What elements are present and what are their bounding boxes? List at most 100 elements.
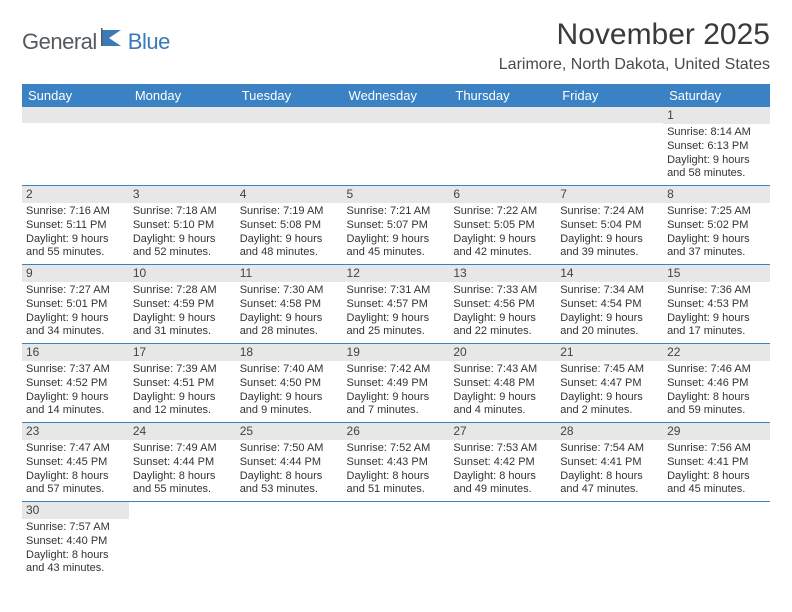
day-content: Sunrise: 7:16 AMSunset: 5:11 PMDaylight:… bbox=[26, 205, 125, 260]
day-number: 2 bbox=[22, 186, 129, 203]
day-line-sr: Sunrise: 7:36 AM bbox=[667, 284, 766, 298]
day-number: 4 bbox=[236, 186, 343, 203]
day-line-ss: Sunset: 4:48 PM bbox=[453, 377, 552, 391]
calendar-row: 2 Sunrise: 7:16 AMSunset: 5:11 PMDaylight… bbox=[22, 186, 770, 265]
day-line-d2: and 31 minutes. bbox=[133, 325, 232, 339]
empty-day-bar bbox=[449, 107, 556, 123]
day-line-ss: Sunset: 4:53 PM bbox=[667, 298, 766, 312]
day-line-sr: Sunrise: 7:53 AM bbox=[453, 442, 552, 456]
day-line-d1: Daylight: 9 hours bbox=[453, 391, 552, 405]
day-line-d2: and 55 minutes. bbox=[26, 246, 125, 260]
weekday-header: Tuesday bbox=[236, 84, 343, 107]
day-number: 11 bbox=[236, 265, 343, 282]
day-content: Sunrise: 7:54 AMSunset: 4:41 PMDaylight:… bbox=[560, 442, 659, 497]
day-line-ss: Sunset: 4:58 PM bbox=[240, 298, 339, 312]
calendar-cell bbox=[343, 107, 450, 186]
day-line-d1: Daylight: 9 hours bbox=[560, 312, 659, 326]
day-content: Sunrise: 7:22 AMSunset: 5:05 PMDaylight:… bbox=[453, 205, 552, 260]
day-number: 22 bbox=[663, 344, 770, 361]
day-line-d2: and 47 minutes. bbox=[560, 483, 659, 497]
day-number: 30 bbox=[22, 502, 129, 519]
calendar-cell: 5Sunrise: 7:21 AMSunset: 5:07 PMDaylight… bbox=[343, 186, 450, 265]
day-line-sr: Sunrise: 7:43 AM bbox=[453, 363, 552, 377]
day-content: Sunrise: 7:28 AMSunset: 4:59 PMDaylight:… bbox=[133, 284, 232, 339]
day-line-d2: and 25 minutes. bbox=[347, 325, 446, 339]
day-line-d2: and 2 minutes. bbox=[560, 404, 659, 418]
calendar-cell: 27 Sunrise: 7:53 AMSunset: 4:42 PMDayligh… bbox=[449, 423, 556, 502]
day-line-d2: and 4 minutes. bbox=[453, 404, 552, 418]
calendar-cell bbox=[556, 107, 663, 186]
day-line-d2: and 45 minutes. bbox=[667, 483, 766, 497]
day-line-d2: and 58 minutes. bbox=[667, 167, 766, 181]
day-number: 7 bbox=[556, 186, 663, 203]
day-line-d2: and 9 minutes. bbox=[240, 404, 339, 418]
day-line-d1: Daylight: 9 hours bbox=[667, 312, 766, 326]
day-content: Sunrise: 7:31 AMSunset: 4:57 PMDaylight:… bbox=[347, 284, 446, 339]
day-line-sr: Sunrise: 7:49 AM bbox=[133, 442, 232, 456]
day-content: Sunrise: 7:56 AMSunset: 4:41 PMDaylight:… bbox=[667, 442, 766, 497]
day-number: 15 bbox=[663, 265, 770, 282]
day-line-ss: Sunset: 5:10 PM bbox=[133, 219, 232, 233]
day-line-sr: Sunrise: 7:19 AM bbox=[240, 205, 339, 219]
day-line-ss: Sunset: 5:01 PM bbox=[26, 298, 125, 312]
day-content: Sunrise: 7:53 AMSunset: 4:42 PMDaylight:… bbox=[453, 442, 552, 497]
day-line-d1: Daylight: 9 hours bbox=[133, 391, 232, 405]
calendar-cell: 20Sunrise: 7:43 AMSunset: 4:48 PMDayligh… bbox=[449, 344, 556, 423]
day-line-ss: Sunset: 4:41 PM bbox=[667, 456, 766, 470]
day-number: 10 bbox=[129, 265, 236, 282]
day-line-sr: Sunrise: 7:34 AM bbox=[560, 284, 659, 298]
calendar-cell: 30Sunrise: 7:57 AMSunset: 4:40 PMDayligh… bbox=[22, 502, 129, 581]
calendar-cell bbox=[236, 107, 343, 186]
day-line-ss: Sunset: 4:42 PM bbox=[453, 456, 552, 470]
day-line-d1: Daylight: 9 hours bbox=[667, 154, 766, 168]
day-line-d2: and 53 minutes. bbox=[240, 483, 339, 497]
calendar-row: 9Sunrise: 7:27 AMSunset: 5:01 PMDaylight… bbox=[22, 265, 770, 344]
day-line-ss: Sunset: 4:41 PM bbox=[560, 456, 659, 470]
day-number: 18 bbox=[236, 344, 343, 361]
day-line-sr: Sunrise: 7:24 AM bbox=[560, 205, 659, 219]
day-line-ss: Sunset: 4:43 PM bbox=[347, 456, 446, 470]
day-line-sr: Sunrise: 7:46 AM bbox=[667, 363, 766, 377]
day-line-d1: Daylight: 8 hours bbox=[560, 470, 659, 484]
day-line-d2: and 57 minutes. bbox=[26, 483, 125, 497]
day-line-ss: Sunset: 5:05 PM bbox=[453, 219, 552, 233]
calendar-cell: 17Sunrise: 7:39 AMSunset: 4:51 PMDayligh… bbox=[129, 344, 236, 423]
day-line-ss: Sunset: 4:44 PM bbox=[240, 456, 339, 470]
day-number: 1 bbox=[663, 107, 770, 124]
day-line-ss: Sunset: 4:50 PM bbox=[240, 377, 339, 391]
calendar-cell: 12 Sunrise: 7:31 AMSunset: 4:57 PMDayligh… bbox=[343, 265, 450, 344]
day-number: 27 bbox=[449, 423, 556, 440]
day-content: Sunrise: 7:21 AMSunset: 5:07 PMDaylight:… bbox=[347, 205, 446, 260]
weekday-header: Sunday bbox=[22, 84, 129, 107]
day-line-sr: Sunrise: 7:47 AM bbox=[26, 442, 125, 456]
calendar-cell: 21Sunrise: 7:45 AMSunset: 4:47 PMDayligh… bbox=[556, 344, 663, 423]
day-line-ss: Sunset: 4:49 PM bbox=[347, 377, 446, 391]
day-content: Sunrise: 7:25 AMSunset: 5:02 PMDaylight:… bbox=[667, 205, 766, 260]
day-line-d2: and 28 minutes. bbox=[240, 325, 339, 339]
empty-day-bar bbox=[129, 107, 236, 123]
empty-day-bar bbox=[236, 107, 343, 123]
day-line-d1: Daylight: 9 hours bbox=[667, 233, 766, 247]
day-content: Sunrise: 7:46 AMSunset: 4:46 PMDaylight:… bbox=[667, 363, 766, 418]
day-number: 19 bbox=[343, 344, 450, 361]
empty-day-bar bbox=[556, 107, 663, 123]
day-line-ss: Sunset: 5:07 PM bbox=[347, 219, 446, 233]
day-content: Sunrise: 8:14 AMSunset: 6:13 PMDaylight:… bbox=[667, 126, 766, 181]
weekday-header: Monday bbox=[129, 84, 236, 107]
month-title: November 2025 bbox=[499, 18, 770, 52]
day-line-ss: Sunset: 6:13 PM bbox=[667, 140, 766, 154]
day-number: 12 bbox=[343, 265, 450, 282]
day-line-d2: and 12 minutes. bbox=[133, 404, 232, 418]
day-line-d1: Daylight: 9 hours bbox=[240, 391, 339, 405]
calendar-cell: 26Sunrise: 7:52 AMSunset: 4:43 PMDayligh… bbox=[343, 423, 450, 502]
day-content: Sunrise: 7:40 AMSunset: 4:50 PMDaylight:… bbox=[240, 363, 339, 418]
calendar-cell: 10 Sunrise: 7:28 AMSunset: 4:59 PMDayligh… bbox=[129, 265, 236, 344]
day-line-ss: Sunset: 4:59 PM bbox=[133, 298, 232, 312]
day-number: 29 bbox=[663, 423, 770, 440]
calendar-cell bbox=[129, 107, 236, 186]
calendar-cell bbox=[663, 502, 770, 581]
calendar-cell bbox=[236, 502, 343, 581]
logo-text-general: General bbox=[22, 29, 97, 55]
day-content: Sunrise: 7:36 AMSunset: 4:53 PMDaylight:… bbox=[667, 284, 766, 339]
location: Larimore, North Dakota, United States bbox=[499, 56, 770, 74]
